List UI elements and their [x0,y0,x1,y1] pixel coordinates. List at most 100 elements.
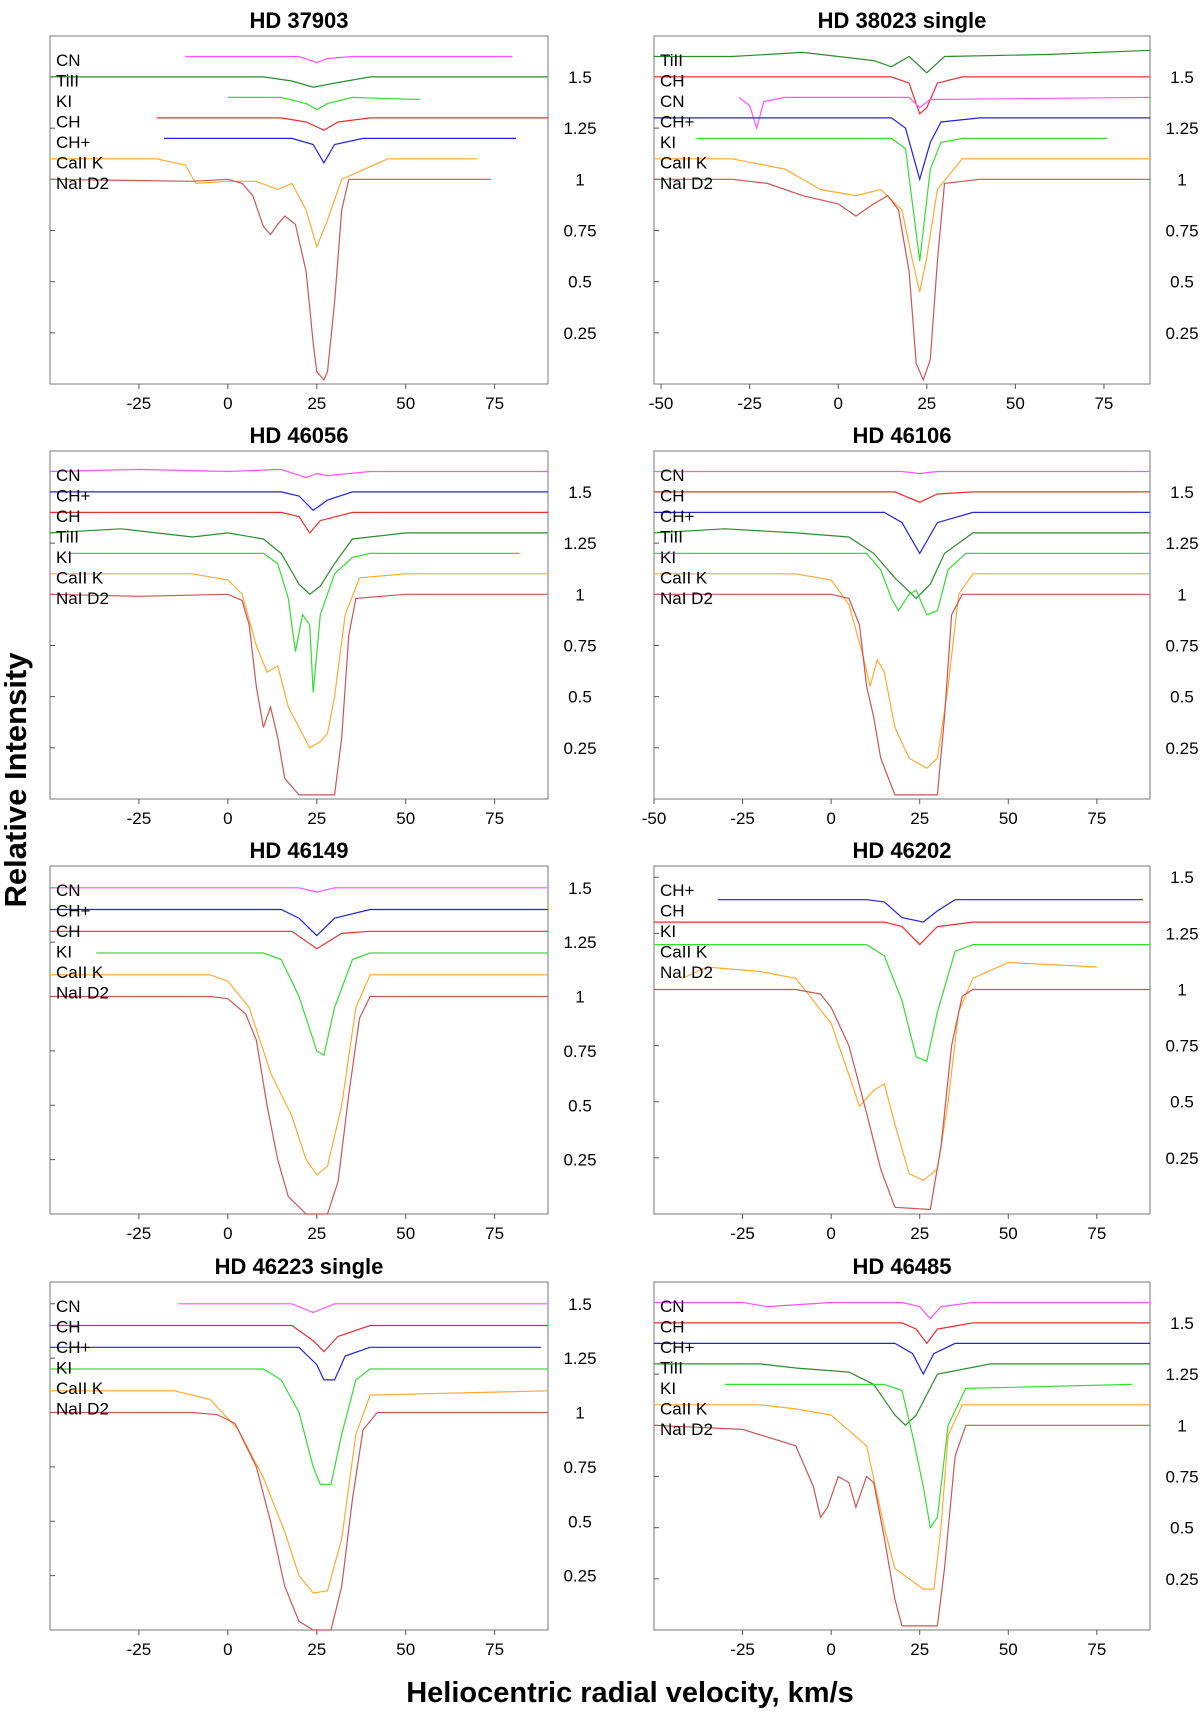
plot-frame [49,1281,549,1631]
series-line-caii-k [50,1390,549,1594]
series-label-caii-k: CaII K [56,154,104,173]
series-label-nai-d2: NaI D2 [56,174,109,193]
series-label-ki: KI [56,943,72,962]
plot-frame [49,450,549,800]
series-line-ch [654,1322,1150,1345]
y-tick-label: 1.25 [1165,119,1198,138]
y-tick-label: 0.5 [568,1512,592,1531]
y-tick-label: 0.25 [563,1151,596,1170]
x-tick-label: 50 [396,809,415,828]
x-tick-label: -25 [127,1224,152,1243]
series-line-tiii [654,49,1151,74]
x-tick-label: 75 [485,394,504,413]
series-line-cn [738,96,1151,131]
panel-2: HD 38023 single -50 -25 0 25 50 75 0.25 0.5 0.75 1… [649,8,1199,413]
series-label-tiii: TiII [56,528,79,547]
series-label-ch: CH+ [660,881,695,900]
series-label-cn: CN [660,1297,685,1316]
series-line-nai-d2 [50,995,548,1215]
series-label-caii-k: CaII K [660,943,708,962]
series-label-tiii: TiII [660,1359,683,1378]
y-tick-label: 0.25 [563,1567,596,1586]
series-label-ch: CH [56,507,81,526]
y-tick-label: 0.75 [563,636,596,655]
y-tick-label: 0.75 [1165,221,1198,240]
panel-3: HD 46056 -25 0 25 50 75 0.25 0.5 0.75 1 1.25 1.5 CN C… [49,423,597,828]
series-line-ki [96,952,548,1057]
y-tick-label: 1.5 [568,879,592,898]
series-line-ch [156,117,548,131]
series-line-cn [654,1301,1150,1320]
panels: HD 37903 -25 0 25 50 75 0.25 0.5 0.75 1 1.25 1.5 CN T… [49,8,1199,1659]
panel-title: HD 46485 [852,1254,951,1279]
y-tick-label: 1.25 [1165,924,1198,943]
y-tick-label: 0.5 [568,273,592,292]
series-label-ch: CH+ [56,487,91,506]
series-label-ch: CH [56,922,81,941]
x-tick-label: 0 [833,394,842,413]
x-tick-label: 50 [999,1224,1018,1243]
y-tick-label: 1.5 [1170,1314,1194,1333]
x-tick-label: 0 [826,1640,835,1659]
y-tick-label: 0.25 [1165,1149,1198,1168]
y-tick-label: 0.75 [563,221,596,240]
y-tick-label: 0.5 [1170,273,1194,292]
panel-4: HD 46106 -50 -25 0 25 50 75 0.25 0.5 0.75 1 1.25 1.5… [642,423,1199,828]
series-label-ki: KI [660,1379,676,1398]
series-label-nai-d2: NaI D2 [56,1400,109,1419]
x-tick-label: 75 [1094,394,1113,413]
x-tick-label: -50 [649,394,674,413]
x-tick-label: 25 [910,1640,929,1659]
series-line-ki [654,944,1150,1063]
series-label-cn: CN [56,51,81,70]
series-label-tiii: TiII [660,51,683,70]
series-line-ki [654,552,1150,616]
x-tick-label: 50 [396,1224,415,1243]
x-tick-label: 0 [826,809,835,828]
series-label-ki: KI [660,548,676,567]
x-tick-label: 25 [917,394,936,413]
x-tick-label: -25 [127,394,152,413]
y-tick-label: 1.5 [1170,68,1194,87]
x-tick-label: -25 [730,1640,755,1659]
series-line-cn [50,887,548,893]
series-line-ch [654,511,1150,555]
x-tick-label: 75 [1087,1640,1106,1659]
series-label-caii-k: CaII K [56,1379,104,1398]
x-tick-label: 0 [223,1640,232,1659]
series-label-ch: CH+ [56,1338,91,1357]
y-tick-label: 1.25 [563,933,596,952]
series-label-ch: CH [660,487,685,506]
y-tick-label: 1.25 [563,119,596,138]
panel-title: HD 46202 [852,838,951,863]
y-tick-label: 0.25 [1165,1570,1198,1589]
series-line-ch [50,511,548,534]
panel-title: HD 46149 [249,838,348,863]
y-tick-label: 1.5 [568,1295,592,1314]
series-label-nai-d2: NaI D2 [56,984,109,1003]
series-label-nai-d2: NaI D2 [660,174,713,193]
y-tick-label: 0.25 [1165,324,1198,343]
x-tick-label: -25 [127,1640,152,1659]
y-tick-label: 0.5 [1170,1519,1194,1538]
series-line-ki [50,1368,548,1485]
panel-title: HD 38023 single [818,8,987,33]
x-tick-label: 25 [307,1640,326,1659]
plot-frame [653,35,1151,385]
y-tick-label: 1 [575,585,584,604]
x-tick-label: 25 [307,394,326,413]
series-label-ch: CH+ [660,1338,695,1357]
series-label-caii-k: CaII K [660,569,708,588]
x-tick-label: 75 [485,1640,504,1659]
plot-frame [653,450,1151,800]
y-tick-label: 0.25 [563,324,596,343]
series-line-tiii [49,528,548,596]
y-tick-label: 0.75 [563,1042,596,1061]
series-line-cn [178,1303,548,1314]
y-tick-label: 1.25 [1165,1365,1198,1384]
plot-frame [49,865,549,1215]
series-line-ch [50,1324,548,1353]
x-tick-label: 0 [223,1224,232,1243]
series-label-ch: CH [660,1318,685,1337]
